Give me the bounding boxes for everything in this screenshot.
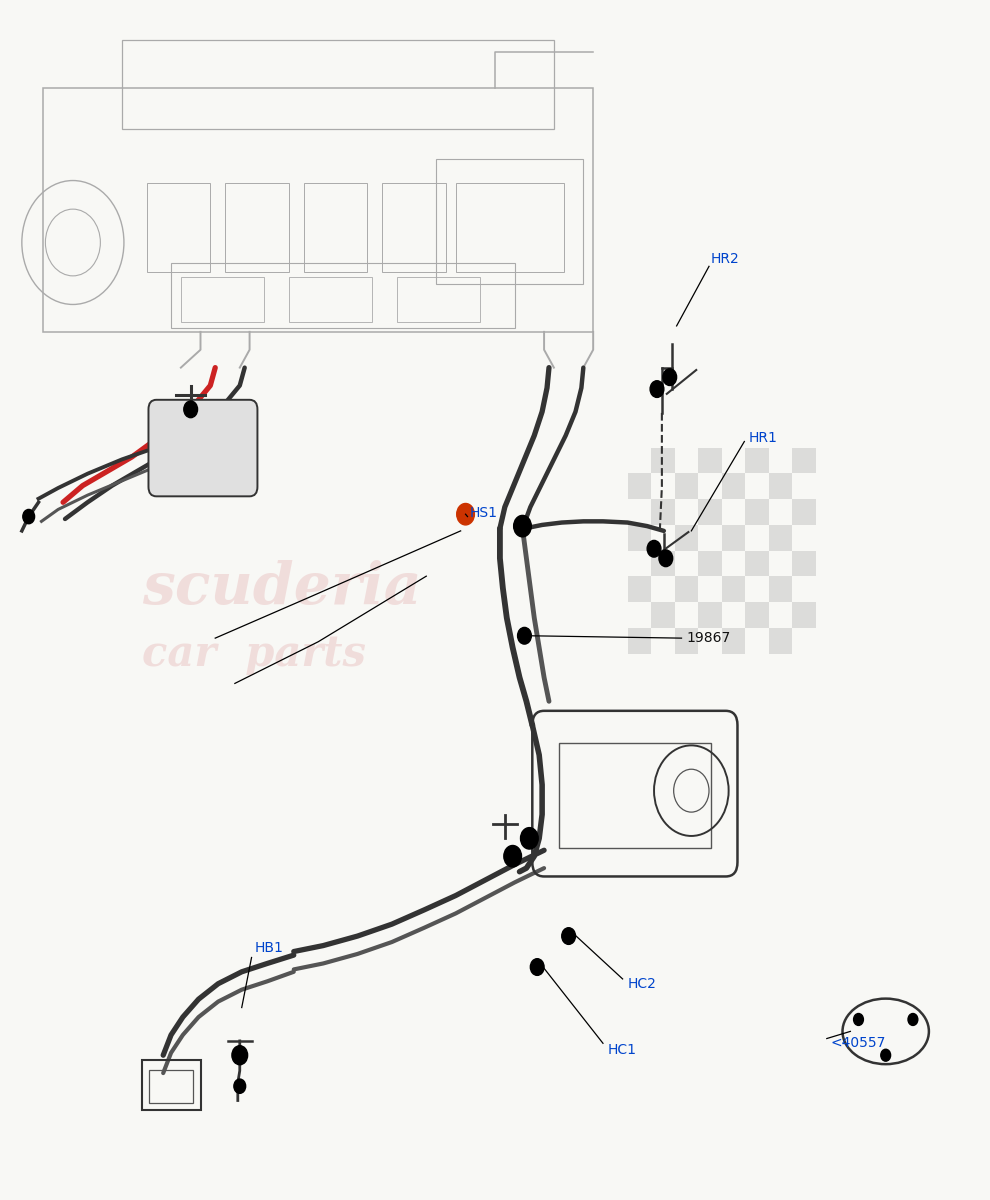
Bar <box>745 551 769 576</box>
Circle shape <box>908 1014 918 1026</box>
Text: HS1: HS1 <box>469 506 498 520</box>
Bar <box>628 576 651 602</box>
Bar <box>722 628 745 654</box>
Text: HC1: HC1 <box>608 1044 637 1057</box>
Text: scuderia: scuderia <box>142 560 421 617</box>
Text: car  parts: car parts <box>142 632 365 674</box>
Circle shape <box>518 628 532 644</box>
Circle shape <box>881 1049 891 1061</box>
Bar <box>44 88 593 332</box>
Bar <box>304 182 367 272</box>
Circle shape <box>663 368 676 385</box>
Bar <box>437 160 583 284</box>
Circle shape <box>561 928 575 944</box>
Bar <box>722 524 745 551</box>
Bar <box>397 277 480 323</box>
Bar <box>382 182 446 272</box>
Bar <box>147 182 210 272</box>
Bar <box>455 182 563 272</box>
Bar <box>628 474 651 499</box>
Bar <box>674 628 698 654</box>
Bar <box>792 551 816 576</box>
Circle shape <box>234 1079 246 1093</box>
Circle shape <box>531 959 544 976</box>
Bar <box>558 743 711 848</box>
Bar <box>628 524 651 551</box>
Bar <box>745 448 769 474</box>
Circle shape <box>647 540 661 557</box>
Circle shape <box>514 515 532 536</box>
Bar <box>698 602 722 628</box>
Bar <box>722 474 745 499</box>
Circle shape <box>456 504 474 524</box>
Circle shape <box>853 1014 863 1026</box>
Text: HC2: HC2 <box>628 977 656 991</box>
Circle shape <box>232 1045 248 1064</box>
Bar <box>171 263 515 329</box>
Bar <box>142 1060 201 1110</box>
Circle shape <box>504 846 522 866</box>
Text: HB1: HB1 <box>254 941 283 955</box>
Circle shape <box>184 401 198 418</box>
Bar <box>225 182 289 272</box>
Bar <box>792 499 816 524</box>
Circle shape <box>521 828 539 850</box>
Bar <box>792 448 816 474</box>
Bar <box>745 602 769 628</box>
Bar <box>149 1069 193 1103</box>
Bar <box>698 499 722 524</box>
Circle shape <box>23 510 35 523</box>
Circle shape <box>659 550 672 566</box>
Bar <box>628 628 651 654</box>
Bar <box>792 602 816 628</box>
Circle shape <box>650 380 664 397</box>
Text: <40557: <40557 <box>831 1037 886 1050</box>
Bar <box>722 576 745 602</box>
Bar <box>651 602 674 628</box>
Bar <box>698 448 722 474</box>
FancyBboxPatch shape <box>148 400 257 497</box>
Bar <box>674 474 698 499</box>
Bar <box>698 551 722 576</box>
Bar <box>745 499 769 524</box>
Bar <box>674 576 698 602</box>
Bar <box>122 40 553 130</box>
Text: HR2: HR2 <box>711 252 740 266</box>
Bar <box>769 474 792 499</box>
Bar <box>289 277 372 323</box>
Bar <box>769 576 792 602</box>
Bar <box>651 499 674 524</box>
Text: HR1: HR1 <box>748 431 777 445</box>
Bar <box>181 277 264 323</box>
Bar <box>651 448 674 474</box>
Bar <box>769 628 792 654</box>
Text: 19867: 19867 <box>686 631 731 646</box>
Bar <box>674 524 698 551</box>
Bar <box>769 524 792 551</box>
Bar <box>651 551 674 576</box>
